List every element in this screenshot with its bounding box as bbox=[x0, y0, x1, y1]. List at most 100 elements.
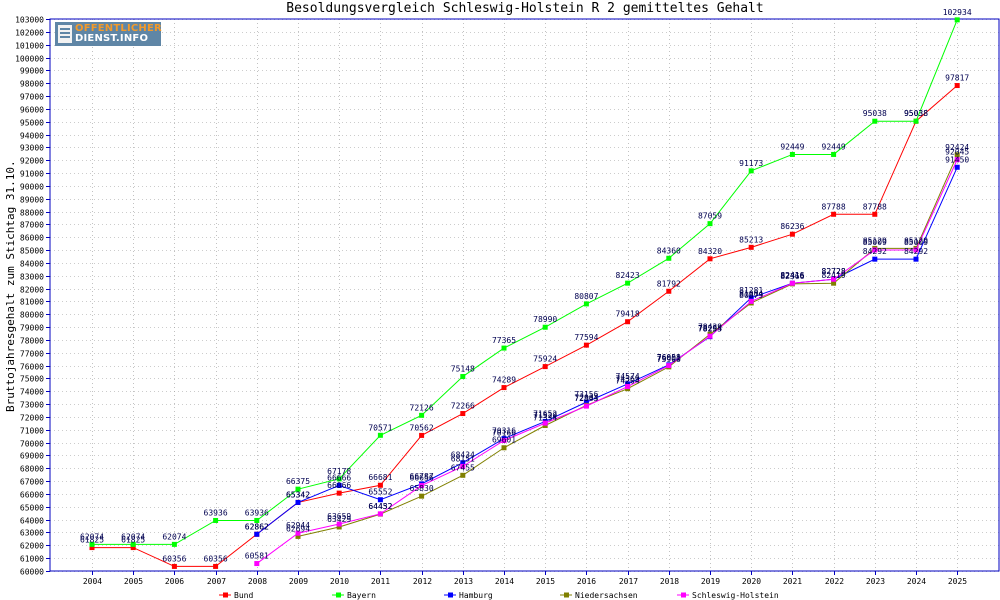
data-point bbox=[789, 151, 795, 157]
data-label: 80807 bbox=[574, 292, 598, 301]
data-label: 72904 bbox=[574, 393, 598, 402]
y-tick-label: 94000 bbox=[20, 132, 44, 141]
data-point bbox=[872, 247, 878, 253]
data-point bbox=[460, 374, 466, 380]
data-point bbox=[336, 490, 342, 496]
data-label: 71334 bbox=[533, 414, 557, 423]
data-label: 66681 bbox=[368, 473, 392, 482]
document-icon bbox=[58, 25, 72, 43]
data-point bbox=[583, 342, 589, 348]
data-label: 63936 bbox=[204, 508, 228, 517]
data-label: 84360 bbox=[657, 246, 681, 255]
data-label: 70166 bbox=[492, 428, 516, 437]
data-label: 87059 bbox=[698, 212, 722, 221]
x-tick-label: 2006 bbox=[165, 577, 184, 586]
y-tick-label: 81000 bbox=[20, 298, 44, 307]
data-point bbox=[171, 541, 177, 547]
y-tick-label: 100000 bbox=[15, 55, 44, 64]
legend-marker bbox=[448, 592, 453, 598]
data-label: 82728 bbox=[822, 267, 846, 276]
data-point bbox=[460, 411, 466, 417]
data-label: 102934 bbox=[943, 8, 972, 17]
data-point bbox=[254, 531, 260, 537]
x-tick-label: 2024 bbox=[907, 577, 926, 586]
data-point bbox=[666, 255, 672, 261]
data-label: 62074 bbox=[121, 532, 145, 541]
data-point bbox=[707, 256, 713, 262]
data-label: 72126 bbox=[410, 403, 434, 412]
data-point bbox=[913, 247, 919, 253]
data-point bbox=[542, 364, 548, 370]
series-line bbox=[256, 159, 958, 564]
series-line bbox=[92, 19, 958, 545]
data-label: 66656 bbox=[410, 474, 434, 483]
data-label: 77365 bbox=[492, 336, 516, 345]
data-point bbox=[377, 511, 383, 517]
y-tick-label: 98000 bbox=[20, 80, 44, 89]
y-tick-label: 95000 bbox=[20, 119, 44, 128]
data-point bbox=[501, 437, 507, 443]
data-point bbox=[336, 521, 342, 527]
data-label: 75900 bbox=[657, 355, 681, 364]
plot-frame bbox=[49, 18, 1000, 572]
x-tick-label: 2011 bbox=[371, 577, 390, 586]
data-label: 91450 bbox=[945, 155, 969, 164]
data-point bbox=[789, 231, 795, 237]
data-label: 66787 bbox=[410, 472, 434, 481]
data-label: 95038 bbox=[904, 109, 928, 118]
data-label: 62074 bbox=[162, 532, 186, 541]
y-tick-label: 63000 bbox=[20, 529, 44, 538]
data-label: 61825 bbox=[80, 536, 104, 545]
x-tick-label: 2019 bbox=[701, 577, 720, 586]
data-point bbox=[583, 403, 589, 409]
data-label: 78990 bbox=[533, 315, 557, 324]
data-label: 85213 bbox=[739, 235, 763, 244]
data-label: 87788 bbox=[822, 202, 846, 211]
x-tick-label: 2005 bbox=[124, 577, 143, 586]
data-point bbox=[171, 563, 177, 569]
y-tick-label: 69000 bbox=[20, 452, 44, 461]
y-tick-label: 89000 bbox=[20, 196, 44, 205]
y-tick-label: 61000 bbox=[20, 555, 44, 564]
y-tick-label: 102000 bbox=[15, 29, 44, 38]
legend-marker bbox=[223, 592, 228, 598]
offentlicher-dienst-logo: OFFENTLICHER DIENST.INFO bbox=[55, 22, 162, 46]
data-label: 71520 bbox=[533, 411, 557, 420]
legend-marker bbox=[681, 592, 686, 598]
data-point bbox=[501, 445, 507, 451]
y-tick-label: 88000 bbox=[20, 209, 44, 218]
y-tick-label: 86000 bbox=[20, 234, 44, 243]
data-label: 92424 bbox=[945, 143, 969, 152]
y-tick-label: 60000 bbox=[20, 568, 44, 577]
data-point bbox=[89, 545, 95, 551]
data-label: 85009 bbox=[863, 238, 887, 247]
y-tick-label: 87000 bbox=[20, 221, 44, 230]
data-point bbox=[583, 301, 589, 307]
y-tick-label: 91000 bbox=[20, 170, 44, 179]
data-point bbox=[295, 499, 301, 505]
data-point bbox=[625, 319, 631, 325]
y-tick-label: 67000 bbox=[20, 478, 44, 487]
data-label: 63659 bbox=[327, 512, 351, 521]
data-label: 95038 bbox=[904, 109, 928, 118]
data-label: 62074 bbox=[80, 532, 104, 541]
data-point bbox=[913, 118, 919, 124]
x-tick-label: 2021 bbox=[783, 577, 802, 586]
data-label: 76058 bbox=[657, 353, 681, 362]
data-point bbox=[831, 280, 837, 286]
data-point bbox=[831, 211, 837, 217]
data-point bbox=[460, 460, 466, 466]
data-label: 67178 bbox=[327, 467, 351, 476]
data-label: 66066 bbox=[327, 481, 351, 490]
data-label: 82416 bbox=[780, 271, 804, 280]
data-point bbox=[748, 295, 754, 301]
data-point bbox=[789, 280, 795, 286]
data-point bbox=[954, 152, 960, 158]
legend-marker bbox=[336, 592, 341, 598]
data-label: 92449 bbox=[822, 142, 846, 151]
data-point bbox=[748, 168, 754, 174]
data-point bbox=[872, 211, 878, 217]
data-label: 66666 bbox=[327, 473, 351, 482]
y-tick-label: 90000 bbox=[20, 183, 44, 192]
x-tick-label: 2009 bbox=[289, 577, 308, 586]
